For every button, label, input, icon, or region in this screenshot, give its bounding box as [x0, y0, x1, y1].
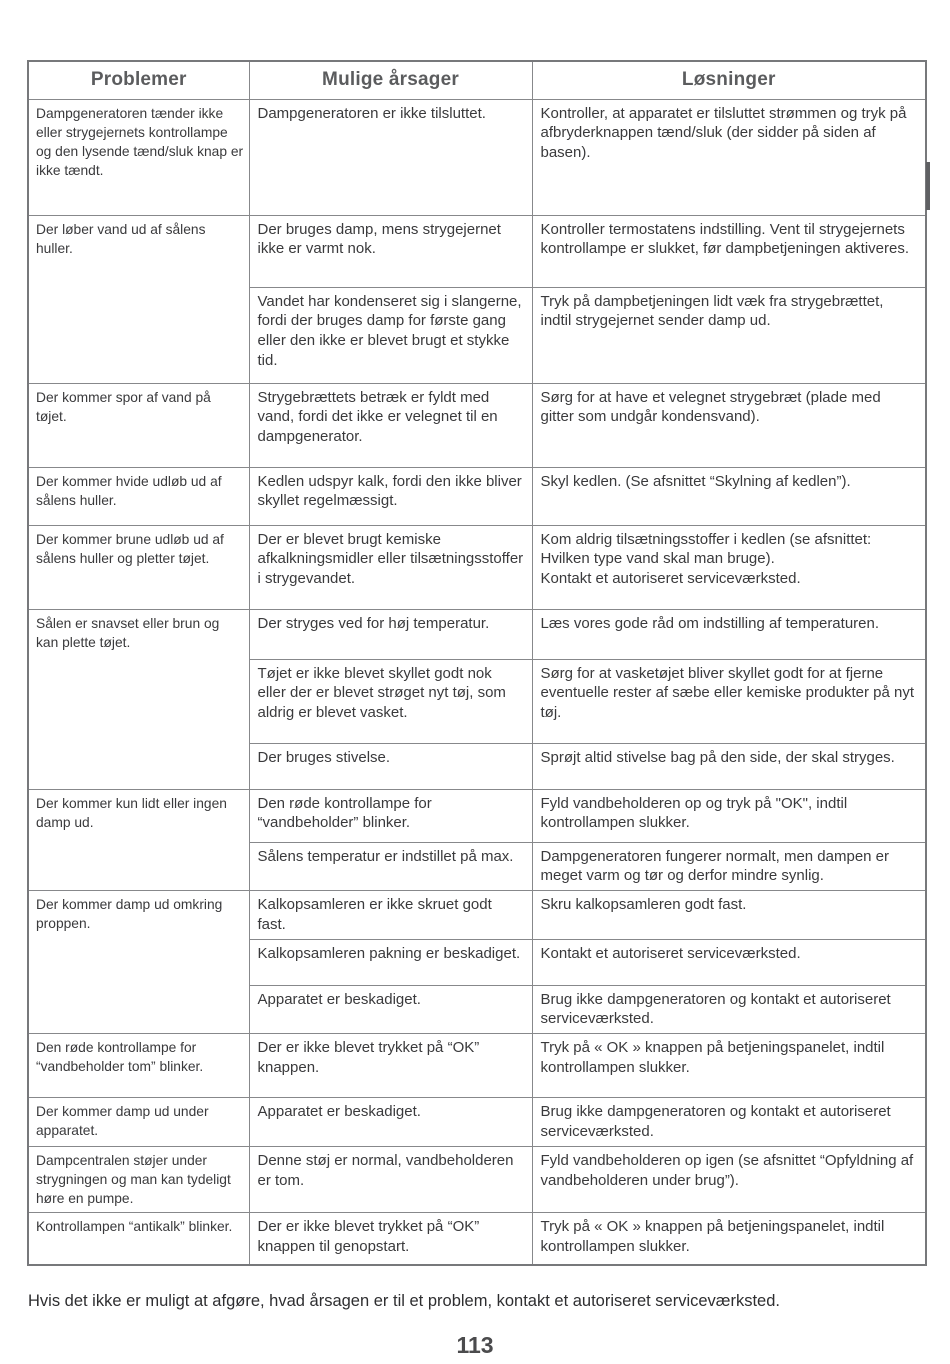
table-row: Der kommer damp ud omkring proppen. Kalk…	[27, 890, 927, 1035]
table-row: Sålen er snavset eller brun og kan plett…	[27, 608, 927, 790]
table-row: Der kommer spor af vand på tøjet. Stryge…	[27, 382, 927, 468]
table-row: Sålens temperatur er indstillet på max. …	[28, 841, 927, 892]
cause-cell: Sålens temperatur er indstillet på max.	[248, 841, 533, 892]
column-header-problems: Problemer	[27, 60, 250, 100]
problem-cell: Der løber vand ud af sålens huller.	[27, 214, 250, 384]
problem-cell: Der kommer brune udløb ud af sålens hull…	[27, 524, 250, 610]
cause-cell: Der er ikke blevet trykket på “OK” knapp…	[248, 1211, 533, 1266]
cause-cell: Der bruges damp, mens strygejernet ikke …	[248, 214, 533, 288]
table-row: Dampgeneratoren tænder ikke eller stryge…	[27, 98, 927, 216]
problem-cell: Der kommer damp ud omkring proppen.	[27, 890, 250, 1035]
table-row: Dampcentralen støjer under strygningen o…	[27, 1145, 927, 1213]
cause-cell: Der bruges stivelse.	[248, 742, 533, 790]
solution-cell: Sprøjt altid stivelse bag på den side, d…	[531, 742, 927, 790]
problem-cell: Der kommer hvide udløb ud af sålens hull…	[27, 466, 250, 526]
problem-cell: Der kommer kun lidt eller ingen damp ud.	[27, 788, 250, 892]
solution-cell: Læs vores gode råd om indstilling af tem…	[531, 608, 927, 660]
solution-cell: Fyld vandbeholderen op igen (se afsnitte…	[531, 1145, 927, 1213]
solution-cell: Sørg for at have et velegnet strygebræt …	[531, 382, 927, 468]
cause-cell: Der er ikke blevet trykket på “OK” knapp…	[248, 1033, 533, 1099]
cause-cell: Tøjet er ikke blevet skyllet godt nok el…	[248, 658, 533, 744]
solution-cell: Fyld vandbeholderen op og tryk på "OK", …	[531, 788, 927, 843]
table-row: Den røde kontrollampe for “vandbeholder …	[27, 1033, 927, 1099]
page-number: 113	[456, 1332, 494, 1358]
column-header-causes: Mulige årsager	[248, 60, 533, 100]
cause-cell: Apparatet er beskadiget.	[248, 984, 533, 1035]
problem-cell: Kontrollampen “antikalk” blinker.	[27, 1211, 250, 1266]
table-row: Der kommer brune udløb ud af sålens hull…	[27, 524, 927, 610]
solution-cell: Kom aldrig tilsætningsstoffer i kedlen (…	[531, 524, 927, 610]
table-row: Kontrollampen “antikalk” blinker. Der er…	[27, 1211, 927, 1266]
problem-cell: Den røde kontrollampe for “vandbeholder …	[27, 1033, 250, 1099]
table-header-row: Problemer Mulige årsager Løsninger	[27, 60, 927, 100]
solution-cell: Brug ikke dampgeneratoren og kontakt et …	[531, 1097, 927, 1147]
footer-note: Hvis det ikke er muligt at afgøre, hvad …	[28, 1292, 780, 1310]
solution-cell: Dampgeneratoren fungerer normalt, men da…	[531, 841, 927, 892]
table-row: Vandet har kondenseret sig i slangerne, …	[28, 286, 927, 384]
problem-cell: Dampgeneratoren tænder ikke eller stryge…	[27, 98, 250, 216]
solution-cell: Tryk på dampbetjeningen lidt væk fra str…	[531, 286, 927, 384]
cause-cell: Dampgeneratoren er ikke tilsluttet.	[248, 98, 533, 216]
table-row: Der kommer kun lidt eller ingen damp ud.…	[27, 788, 927, 892]
solution-cell: Tryk på « OK » knappen på betjeningspane…	[531, 1033, 927, 1099]
table-row: Der kommer hvide udløb ud af sålens hull…	[27, 466, 927, 526]
column-header-solutions: Løsninger	[531, 60, 927, 100]
table-row: Der kommer damp ud under apparatet. Appa…	[27, 1097, 927, 1147]
problem-cell: Dampcentralen støjer under strygningen o…	[27, 1145, 250, 1213]
cause-cell: Apparatet er beskadiget.	[248, 1097, 533, 1147]
table-row: Der bruges stivelse. Sprøjt altid stivel…	[28, 742, 927, 790]
solution-cell: Brug ikke dampgeneratoren og kontakt et …	[531, 984, 927, 1035]
cause-cell: Vandet har kondenseret sig i slangerne, …	[248, 286, 533, 384]
table-row: Tøjet er ikke blevet skyllet godt nok el…	[28, 658, 927, 744]
table-row: Der løber vand ud af sålens huller. Der …	[27, 214, 927, 384]
cause-cell: Den røde kontrollampe for “vandbeholder”…	[248, 788, 533, 843]
scan-artifact-mark	[926, 162, 930, 210]
cause-cell: Denne støj er normal, vandbeholderen er …	[248, 1145, 533, 1213]
solution-cell: Kontroller termostatens indstilling. Ven…	[531, 214, 927, 288]
solution-cell: Skyl kedlen. (Se afsnittet “Skylning af …	[531, 466, 927, 526]
problem-cell: Der kommer spor af vand på tøjet.	[27, 382, 250, 468]
problem-cell: Der kommer damp ud under apparatet.	[27, 1097, 250, 1147]
cause-cell: Kedlen udspyr kalk, fordi den ikke blive…	[248, 466, 533, 526]
cause-cell: Der stryges ved for høj temperatur.	[248, 608, 533, 660]
troubleshooting-table: Problemer Mulige årsager Løsninger Dampg…	[27, 60, 927, 1267]
cause-cell: Kalkopsamleren er ikke skruet godt fast.	[248, 890, 533, 940]
problem-cell: Sålen er snavset eller brun og kan plett…	[27, 608, 250, 790]
solution-cell: Kontakt et autoriseret serviceværksted.	[531, 938, 927, 986]
solution-cell: Sørg for at vasketøjet bliver skyllet go…	[531, 658, 927, 744]
solution-cell: Kontroller, at apparatet er tilsluttet s…	[531, 98, 927, 216]
table-row: Kalkopsamleren pakning er beskadiget. Ko…	[28, 938, 927, 986]
cause-cell: Der er blevet brugt kemiske afkalkningsm…	[248, 524, 533, 610]
solution-cell: Tryk på « OK » knappen på betjeningspane…	[531, 1211, 927, 1266]
solution-cell: Skru kalkopsamleren godt fast.	[531, 890, 927, 940]
cause-cell: Strygebrættets betræk er fyldt med vand,…	[248, 382, 533, 468]
cause-cell: Kalkopsamleren pakning er beskadiget.	[248, 938, 533, 986]
table-row: Apparatet er beskadiget. Brug ikke dampg…	[28, 984, 927, 1035]
